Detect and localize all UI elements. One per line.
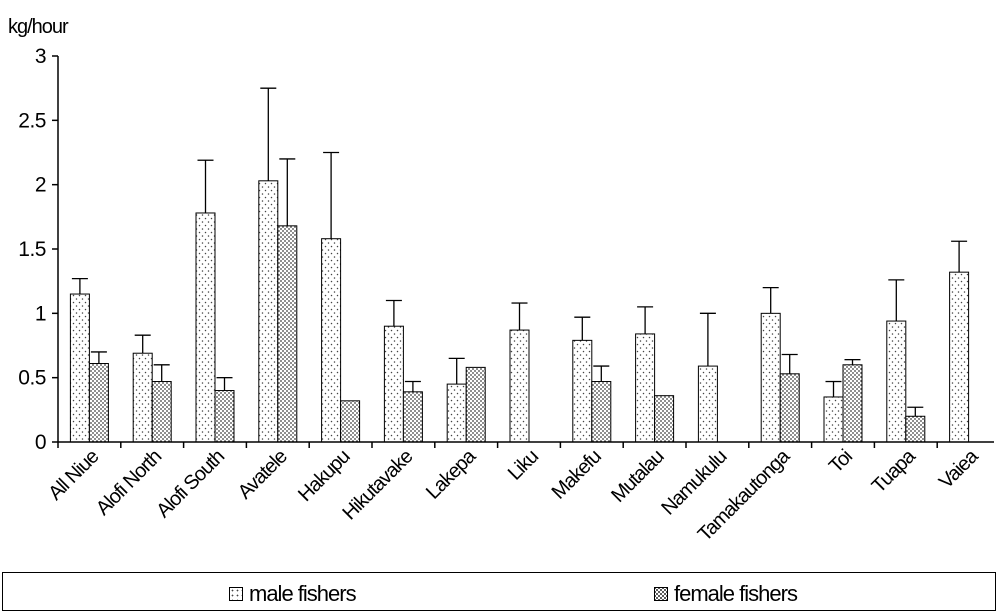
- male-bar: [509, 329, 530, 443]
- male-bar: [69, 293, 90, 443]
- male-bar: [635, 333, 656, 443]
- female-bar: [277, 225, 298, 443]
- female-bar: [842, 364, 863, 443]
- female-bar: [465, 366, 486, 443]
- male-bar: [383, 325, 404, 443]
- female-bar: [214, 390, 235, 443]
- female-bar: [905, 415, 926, 443]
- x-tick-label: Tuapa: [868, 445, 921, 498]
- x-tick-label: Hakupu: [294, 446, 354, 506]
- male-swatch-icon: [229, 587, 243, 601]
- legend-label-female: female fishers: [674, 581, 798, 606]
- male-bar: [258, 180, 279, 443]
- legend-label-male: male fishers: [249, 581, 357, 606]
- male-bar: [760, 312, 781, 443]
- y-tick-label: 0.5: [18, 367, 46, 390]
- female-swatch-icon: [654, 587, 668, 601]
- y-tick-label: 0: [35, 431, 46, 454]
- female-bar: [340, 400, 361, 443]
- y-tick-label: 2: [35, 174, 46, 197]
- male-bar: [949, 271, 970, 443]
- female-bar: [654, 395, 675, 443]
- male-bar: [886, 320, 907, 443]
- x-tick-label: Alofi South: [152, 446, 228, 522]
- female-bar: [88, 363, 109, 443]
- x-tick-label: Vaiea: [935, 445, 983, 493]
- male-bar: [697, 365, 718, 443]
- y-axis-title: kg/hour: [8, 16, 69, 38]
- x-tick-label: Toi: [825, 446, 857, 478]
- male-bar: [572, 339, 593, 443]
- x-tick-label: Liku: [504, 446, 543, 485]
- x-tick-label: Avatele: [234, 445, 292, 503]
- y-tick-label: 2.5: [18, 109, 46, 132]
- x-tick-label: Lakepa: [422, 445, 481, 504]
- female-bar: [151, 381, 172, 443]
- male-bar: [132, 352, 153, 443]
- female-bar: [779, 373, 800, 443]
- y-tick-label: 1: [35, 302, 46, 325]
- legend: male fishers female fishers: [2, 572, 996, 611]
- y-axis: 0 0.5 1 1.5 2 2.5 3: [18, 45, 938, 454]
- x-tick-label: Hikutavake: [338, 445, 417, 524]
- male-bar: [823, 396, 844, 443]
- male-bar: [446, 383, 467, 443]
- legend-item-male: male fishers: [229, 581, 357, 607]
- y-tick-label: 1.5: [18, 238, 46, 261]
- female-bar: [402, 391, 423, 443]
- x-tick-label: Mutalau: [607, 446, 668, 507]
- male-bar: [321, 238, 342, 443]
- bars-group: [69, 87, 970, 443]
- y-tick-label: 3: [35, 45, 46, 68]
- x-tick-label: Makefu: [548, 446, 606, 504]
- legend-item-female: female fishers: [654, 581, 798, 607]
- female-bar: [591, 381, 612, 443]
- x-tick-label: All Niue: [44, 445, 103, 504]
- male-bar: [195, 212, 216, 443]
